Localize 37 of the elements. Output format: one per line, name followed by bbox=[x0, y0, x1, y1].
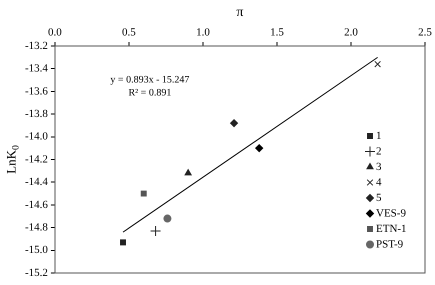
y-tick-label: -14.0 bbox=[24, 130, 48, 143]
y-axis-title: LnK0 bbox=[3, 145, 22, 174]
y-tick-label: -14.4 bbox=[24, 176, 48, 188]
legend-label: ETN-1 bbox=[376, 222, 407, 235]
x-tick-label: 2.0 bbox=[344, 26, 358, 38]
point bbox=[184, 169, 192, 176]
legend-label: 3 bbox=[376, 160, 382, 173]
legend-label: PST-9 bbox=[376, 238, 404, 250]
point bbox=[255, 144, 264, 152]
annotation: R² = 0.891 bbox=[128, 88, 172, 99]
y-tick-label: -14.8 bbox=[24, 221, 48, 234]
y-tick-label: -14.6 bbox=[24, 198, 48, 211]
legend-label: VES-9 bbox=[376, 207, 406, 220]
y-tick-label: -15.0 bbox=[24, 244, 48, 256]
x-tick-label: 1.0 bbox=[196, 26, 210, 38]
y-tick-label: -15.2 bbox=[24, 266, 48, 279]
y-tick-label: -13.4 bbox=[24, 62, 48, 75]
point bbox=[120, 239, 126, 246]
x-tick-label: 0.0 bbox=[48, 26, 62, 38]
point bbox=[374, 60, 381, 68]
x-axis-title: π bbox=[236, 5, 244, 20]
x-tick-label: 0.5 bbox=[122, 26, 136, 38]
legend-label: 5 bbox=[376, 192, 382, 204]
point bbox=[230, 119, 238, 128]
y-tick-label: -13.6 bbox=[24, 85, 48, 98]
point bbox=[150, 226, 162, 237]
x-tick-label: 2.5 bbox=[418, 26, 432, 38]
y-tick-label: -13.2 bbox=[24, 40, 48, 52]
point bbox=[140, 190, 147, 197]
legend-label: 4 bbox=[376, 176, 382, 188]
x-tick-label: 1.5 bbox=[270, 26, 284, 38]
legend-label: 1 bbox=[376, 130, 382, 142]
y-tick-label: -14.2 bbox=[24, 153, 48, 166]
annotation: y = 0.893x - 15.247 bbox=[110, 74, 190, 86]
legend-label: 2 bbox=[376, 145, 382, 158]
y-tick-label: -13.8 bbox=[24, 108, 48, 120]
point bbox=[163, 214, 172, 223]
